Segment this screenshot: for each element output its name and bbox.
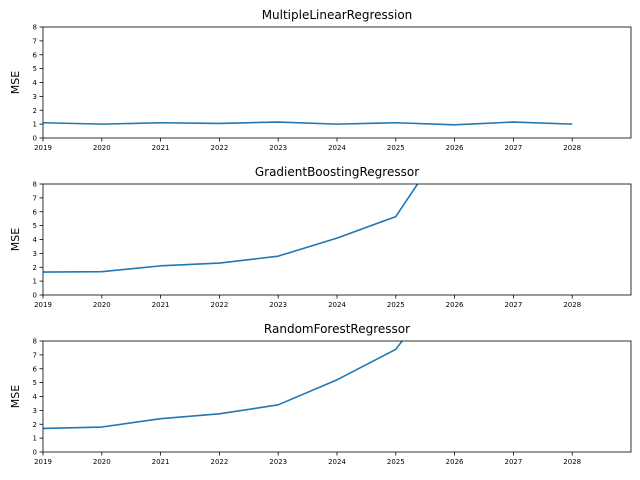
x-tick-label: 2026 bbox=[446, 458, 464, 466]
y-tick-label: 8 bbox=[33, 338, 37, 346]
x-tick-label: 2022 bbox=[210, 458, 228, 466]
x-tick-label: 2022 bbox=[210, 301, 228, 309]
y-tick-label: 5 bbox=[33, 222, 37, 230]
y-tick-label: 5 bbox=[33, 65, 37, 73]
subplot-2: 2019 2020 2021 2022 2023 2024 2025 2026 2027 2028… bbox=[9, 165, 632, 309]
y-tick-label: 8 bbox=[33, 24, 37, 32]
x-tick-label: 2022 bbox=[210, 144, 228, 152]
y-tick-label: 4 bbox=[33, 236, 38, 244]
x-tick-label: 2025 bbox=[387, 301, 405, 309]
y-tick-label: 0 bbox=[33, 292, 37, 300]
chart-title: MultipleLinearRegression bbox=[262, 8, 413, 22]
y-tick-label: 2 bbox=[33, 421, 37, 429]
x-tick-label: 2024 bbox=[328, 301, 346, 309]
x-tick-label: 2023 bbox=[269, 144, 287, 152]
y-tick-label: 6 bbox=[33, 365, 38, 373]
y-tick-label: 0 bbox=[33, 449, 37, 457]
y-tick-label: 6 bbox=[33, 208, 38, 216]
x-tick-label: 2019 bbox=[34, 458, 52, 466]
y-tick-label: 3 bbox=[33, 93, 37, 101]
y-tick-label: 4 bbox=[33, 79, 38, 87]
x-tick-label: 2020 bbox=[93, 301, 111, 309]
x-tick-label: 2027 bbox=[504, 301, 522, 309]
y-tick-label: 3 bbox=[33, 407, 37, 415]
y-axis-label: MSE bbox=[9, 385, 22, 408]
subplot-3: 2019 2020 2021 2022 2023 2024 2025 2026 2027 2028… bbox=[9, 322, 632, 466]
y-axis-label: MSE bbox=[9, 71, 22, 94]
y-tick-label: 7 bbox=[33, 37, 37, 45]
chart-title: RandomForestRegressor bbox=[264, 322, 410, 336]
series-line bbox=[43, 121, 573, 126]
x-tick-label: 2020 bbox=[93, 458, 111, 466]
x-tick-label: 2026 bbox=[446, 301, 464, 309]
x-tick-label: 2027 bbox=[504, 144, 522, 152]
y-tick-label: 3 bbox=[33, 250, 37, 258]
x-tick-label: 2023 bbox=[269, 301, 287, 309]
x-tick-label: 2028 bbox=[563, 458, 581, 466]
y-axis-label: MSE bbox=[9, 228, 22, 251]
y-tick-label: 5 bbox=[33, 379, 37, 387]
x-tick-label: 2020 bbox=[93, 144, 111, 152]
x-tick-label: 2021 bbox=[152, 144, 170, 152]
chart-title: GradientBoostingRegressor bbox=[255, 165, 419, 179]
y-tick-label: 6 bbox=[33, 51, 38, 59]
y-tick-label: 2 bbox=[33, 264, 37, 272]
y-tick-label: 7 bbox=[33, 351, 37, 359]
x-tick-label: 2019 bbox=[34, 144, 52, 152]
y-tick-label: 8 bbox=[33, 181, 37, 189]
x-tick-label: 2027 bbox=[504, 458, 522, 466]
x-tick-label: 2028 bbox=[563, 144, 581, 152]
y-tick-label: 4 bbox=[33, 393, 38, 401]
x-tick-label: 2026 bbox=[446, 144, 464, 152]
x-tick-label: 2028 bbox=[563, 301, 581, 309]
x-tick-label: 2024 bbox=[328, 458, 346, 466]
x-tick-label: 2025 bbox=[387, 458, 405, 466]
y-tick-label: 0 bbox=[33, 135, 37, 143]
x-tick-label: 2023 bbox=[269, 458, 287, 466]
x-tick-label: 2021 bbox=[152, 301, 170, 309]
series-line bbox=[43, 184, 419, 273]
series-line bbox=[43, 341, 404, 430]
y-tick-label: 1 bbox=[33, 278, 37, 286]
y-tick-label: 7 bbox=[33, 194, 37, 202]
y-tick-label: 1 bbox=[33, 435, 37, 443]
y-tick-label: 1 bbox=[33, 121, 37, 129]
subplot-1: 2019 2020 2021 2022 2023 2024 2025 2026 2027 2028… bbox=[9, 8, 632, 152]
x-tick-label: 2024 bbox=[328, 144, 346, 152]
x-tick-label: 2021 bbox=[152, 458, 170, 466]
x-tick-label: 2019 bbox=[34, 301, 52, 309]
x-tick-label: 2025 bbox=[387, 144, 405, 152]
y-tick-label: 2 bbox=[33, 107, 37, 115]
